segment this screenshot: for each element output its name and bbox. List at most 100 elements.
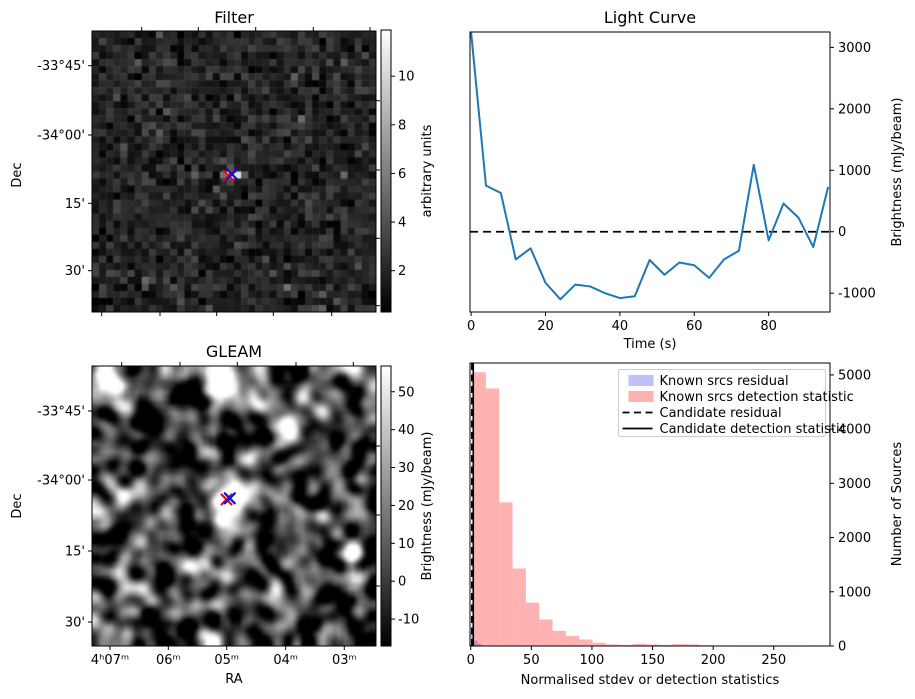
- colorbar-tick-label: 40: [398, 423, 415, 438]
- filter-dec-axis-label: Dec: [10, 162, 25, 187]
- pink-histogram-bar: [685, 644, 700, 646]
- light-curve-title: Light Curve: [604, 8, 696, 27]
- blue-histogram-bar: [474, 640, 478, 646]
- ra-axis-label: RA: [225, 672, 243, 687]
- stdev-tick-label: 0: [467, 653, 475, 668]
- ra-tick-label: 06ᵐ: [156, 653, 181, 668]
- gleam-red-x-marker: [220, 493, 233, 506]
- colorbar-tick-label: 8: [398, 118, 406, 133]
- brightness-tick-label: -1000: [838, 287, 876, 302]
- time-tick-label: 60: [686, 319, 703, 334]
- colorbar-tick-label: 10: [398, 537, 415, 552]
- gleam-blue-x-marker: [223, 492, 236, 505]
- stdev-tick-label: 150: [640, 653, 665, 668]
- pink-histogram-bar: [632, 643, 646, 646]
- pink-histogram-bar: [485, 388, 500, 646]
- pink-histogram-bar: [539, 619, 553, 646]
- light-curve-frame: [469, 31, 831, 313]
- pink-histogram-bar: [659, 644, 673, 646]
- stdev-tick-label: 250: [761, 653, 786, 668]
- legend-box: [618, 369, 826, 437]
- colorbar-tick-label: 0: [398, 575, 406, 590]
- legend-label: Candidate residual: [660, 406, 782, 421]
- blue-histogram-bar: [470, 631, 475, 646]
- blue-histogram-bar: [477, 643, 481, 646]
- pink-histogram-bar: [605, 644, 620, 646]
- legend-label: Known srcs residual: [660, 374, 789, 389]
- filter-frame: [91, 30, 377, 313]
- gleam-sky-image: [92, 366, 376, 646]
- dec-tick-label: -33°45': [37, 59, 85, 74]
- pink-histogram-bar: [472, 372, 486, 646]
- filter-blue-x-marker: [225, 168, 239, 181]
- sources-tick-label: 4000: [838, 423, 871, 438]
- time-tick-label: 0: [467, 319, 475, 334]
- colorbar: [380, 29, 392, 313]
- pink-histogram-bar: [552, 630, 566, 646]
- ra-tick-label: 4ʰ07ᵐ: [91, 653, 129, 668]
- gleam-colorbar-label: Brightness (mJy/beam): [420, 432, 435, 581]
- sources-tick-label: 3000: [838, 477, 871, 492]
- pink-histogram-bar: [645, 644, 660, 646]
- sources-tick-label: 1000: [838, 585, 871, 600]
- stdev-tick-label: 50: [523, 653, 540, 668]
- filter-red-x-marker: [222, 169, 235, 182]
- sources-tick-label: 0: [838, 640, 846, 655]
- dec-tick-label: 15': [65, 544, 85, 559]
- brightness-axis-label: Brightness (mJy/beam): [890, 98, 905, 247]
- colorbar: [380, 365, 392, 647]
- gleam-title: GLEAM: [206, 342, 262, 361]
- pink-histogram-bar: [672, 644, 686, 646]
- pink-histogram-bar: [499, 502, 513, 646]
- histogram-x-axis-label: Normalised stdev or detection statistics: [521, 673, 780, 688]
- pink-histogram-bar: [512, 568, 526, 646]
- brightness-tick-label: 2000: [838, 102, 871, 117]
- brightness-tick-label: 0: [838, 225, 846, 240]
- gleam-dec-axis-label: Dec: [10, 493, 25, 518]
- legend-label: Candidate detection statistic: [660, 422, 847, 437]
- dec-tick-label: 30': [65, 616, 85, 631]
- pink-histogram-bar: [579, 639, 593, 646]
- dec-tick-label: -33°45': [37, 404, 85, 419]
- colorbar-tick-label: 4: [398, 216, 406, 231]
- colorbar-tick-label: 6: [398, 167, 406, 182]
- colorbar-tick-label: 10: [398, 70, 415, 85]
- dec-tick-label: -34°00': [37, 128, 85, 143]
- time-tick-label: 20: [537, 319, 554, 334]
- filter-title: Filter: [214, 8, 254, 27]
- colorbar-tick-label: 50: [398, 385, 415, 400]
- colorbar-tick-label: 20: [398, 499, 415, 514]
- sources-axis-label: Number of Sources: [890, 442, 905, 567]
- legend-label: Known srcs detection statistic: [660, 390, 854, 405]
- dec-tick-label: -34°00': [37, 473, 85, 488]
- histogram-frame: [469, 362, 831, 647]
- dec-tick-label: 30': [65, 264, 85, 279]
- pink-histogram-bar: [565, 635, 580, 646]
- sources-tick-label: 5000: [838, 368, 871, 383]
- pink-histogram-bar: [592, 642, 606, 646]
- pink-histogram-bar: [619, 644, 633, 646]
- colorbar-tick-label: 2: [398, 264, 406, 279]
- dec-tick-label: 15': [65, 197, 85, 212]
- stdev-tick-label: 100: [580, 653, 605, 668]
- brightness-tick-label: 1000: [838, 164, 871, 179]
- ra-tick-label: 03ᵐ: [332, 653, 357, 668]
- light-curve-line: [470, 32, 830, 301]
- legend-swatch-blue: [628, 375, 654, 386]
- gleam-frame: [91, 365, 377, 647]
- sources-tick-label: 2000: [838, 531, 871, 546]
- colorbar-tick-label: -10: [398, 613, 419, 628]
- legend-swatch-pink: [628, 391, 654, 402]
- time-axis-label: Time (s): [623, 337, 677, 352]
- time-tick-label: 80: [760, 319, 777, 334]
- ra-tick-label: 05ᵐ: [214, 653, 239, 668]
- time-tick-label: 40: [612, 319, 629, 334]
- colorbar-tick-label: 30: [398, 461, 415, 476]
- ra-tick-label: 04ᵐ: [273, 653, 298, 668]
- stdev-tick-label: 200: [701, 653, 726, 668]
- pink-histogram-bar: [525, 602, 540, 646]
- brightness-tick-label: 3000: [838, 41, 871, 56]
- filter-colorbar-label: arbitrary units: [420, 124, 435, 217]
